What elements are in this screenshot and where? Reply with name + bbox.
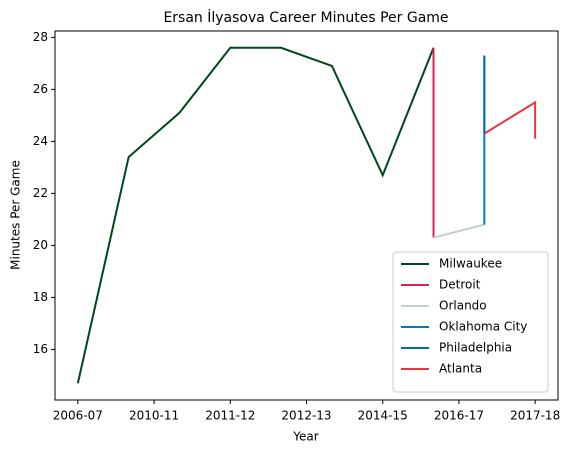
x-tick-label: 2012-13: [281, 409, 331, 423]
line-series: [433, 223, 485, 239]
plot-frame: [54, 30, 559, 401]
legend-label: Detroit: [439, 278, 481, 292]
x-tick-label: 2014-15: [358, 409, 408, 423]
y-tick-label: 28: [33, 30, 48, 44]
line-series: [76, 46, 435, 384]
x-axis-label: Year: [292, 430, 318, 444]
y-tick-label: 24: [33, 134, 48, 148]
y-tick-label: 16: [33, 342, 48, 356]
x-tick-label: 2016-17: [434, 409, 484, 423]
x-tick-label: 2011-12: [205, 409, 255, 423]
x-tick-label: 2010-11: [129, 409, 179, 423]
x-tick-label: 2017-18: [510, 409, 560, 423]
chart-title: Ersan İlyasova Career Minutes Per Game: [163, 8, 448, 26]
legend-label: Oklahoma City: [439, 320, 527, 334]
x-tick-label: 2006-07: [53, 409, 103, 423]
y-tick-label: 18: [33, 290, 48, 304]
line-series: [483, 100, 537, 139]
legend-label: Orlando: [439, 299, 487, 313]
y-tick-label: 20: [33, 238, 48, 252]
legend-label: Milwaukee: [439, 257, 502, 271]
legend-label: Philadelphia: [439, 341, 512, 355]
legend-label: Atlanta: [439, 362, 482, 376]
legend-box: [392, 251, 549, 393]
y-axis-label: Minutes Per Game: [9, 160, 23, 270]
y-tick-label: 22: [33, 186, 48, 200]
y-tick-label: 26: [33, 82, 48, 96]
